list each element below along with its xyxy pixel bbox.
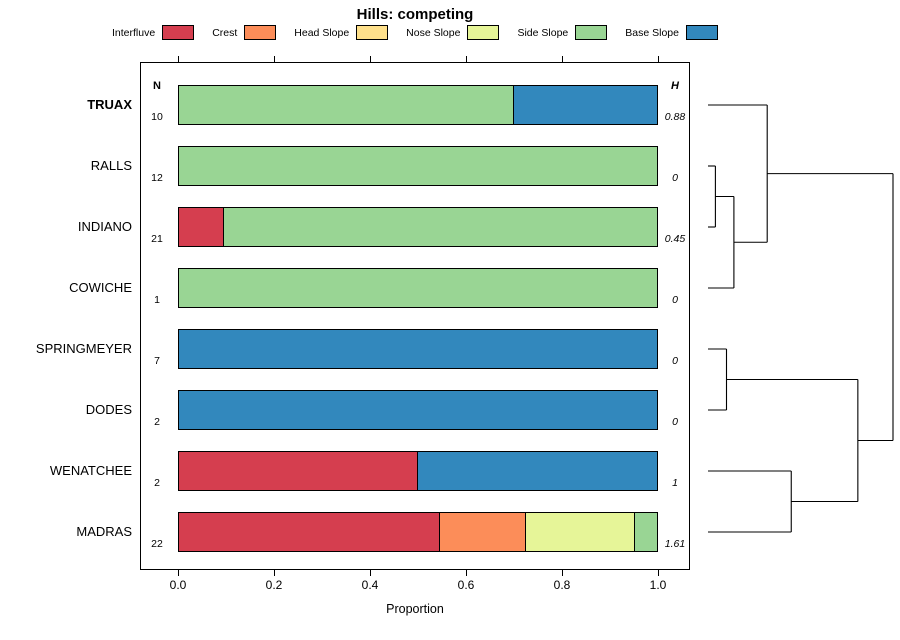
n-value: 12 <box>151 172 163 184</box>
h-value: 1.61 <box>664 538 686 550</box>
n-value: 22 <box>151 538 163 550</box>
row-label-truax: TRUAX <box>87 97 132 112</box>
legend-swatch-base-slope <box>685 25 718 40</box>
x-tick-label: 1.0 <box>649 578 667 592</box>
x-tick-label: 0.8 <box>553 578 571 592</box>
row-label-indiano: INDIANO <box>77 219 132 234</box>
bar-segment-base-slope <box>179 391 657 429</box>
bar-cowiche <box>178 268 658 308</box>
h-value: 0.88 <box>664 111 686 123</box>
n-column-header: N <box>153 80 161 92</box>
bar-segment-interfluve <box>179 208 225 246</box>
bar-wenatchee <box>178 451 658 491</box>
legend-item-head-slope: Head Slope <box>294 25 389 40</box>
x-tick-bottom <box>178 570 179 576</box>
plot-border <box>140 62 690 570</box>
x-tick-top <box>274 56 275 62</box>
bar-truax <box>178 85 658 125</box>
bar-segment-side-slope <box>179 147 657 185</box>
chart-title: Hills: competing <box>356 6 474 23</box>
bar-madras <box>178 512 658 552</box>
legend-swatch-crest <box>244 25 277 40</box>
bar-segment-base-slope <box>179 330 657 368</box>
n-value: 2 <box>154 416 160 428</box>
row-label-springmeyer: SPRINGMEYER <box>35 341 132 356</box>
x-tick-label: 0.2 <box>265 578 283 592</box>
legend-item-crest: Crest <box>212 25 277 40</box>
x-tick-bottom <box>370 570 371 576</box>
dendrogram <box>708 104 894 533</box>
n-value: 21 <box>151 233 163 245</box>
legend-item-side-slope: Side Slope <box>517 25 608 40</box>
x-tick-bottom <box>274 570 275 576</box>
bar-segment-interfluve <box>179 513 440 551</box>
bar-segment-side-slope <box>179 269 657 307</box>
x-tick-bottom <box>562 570 563 576</box>
row-label-dodes: DODES <box>85 402 132 417</box>
n-value: 2 <box>154 477 160 489</box>
legend-swatch-side-slope <box>575 25 608 40</box>
x-tick-label: 0.6 <box>457 578 475 592</box>
row-label-ralls: RALLS <box>90 158 132 173</box>
bar-ralls <box>178 146 658 186</box>
h-value: 0.45 <box>664 233 686 245</box>
row-label-madras: MADRAS <box>76 524 132 539</box>
x-tick-top <box>370 56 371 62</box>
row-label-wenatchee: WENATCHEE <box>49 463 132 478</box>
row-label-cowiche: COWICHE <box>69 280 132 295</box>
legend-label: Crest <box>212 26 238 39</box>
n-value: 7 <box>154 355 160 367</box>
legend-label: Side Slope <box>517 26 569 39</box>
legend-label: Interfluve <box>112 26 156 39</box>
bar-segment-crest <box>439 513 527 551</box>
legend: Interfluve Crest Head Slope Nose Slope Side … <box>0 25 830 40</box>
legend-swatch-head-slope <box>356 25 389 40</box>
bar-segment-base-slope <box>513 86 657 124</box>
bar-segment-side-slope <box>224 208 657 246</box>
bar-indiano <box>178 207 658 247</box>
x-tick-top <box>562 56 563 62</box>
n-value: 10 <box>151 111 163 123</box>
h-value: 1 <box>672 477 678 489</box>
bar-segment-nose-slope <box>526 513 635 551</box>
legend-label: Head Slope <box>294 26 350 39</box>
x-tick-label: 0.0 <box>169 578 187 592</box>
bar-segment-side-slope <box>179 86 514 124</box>
h-value: 0 <box>672 416 678 428</box>
bar-segment-interfluve <box>179 452 418 490</box>
legend-item-interfluve: Interfluve <box>112 25 195 40</box>
legend-swatch-nose-slope <box>467 25 500 40</box>
x-tick-label: 0.4 <box>361 578 379 592</box>
bar-segment-side-slope <box>634 513 657 551</box>
x-tick-top <box>178 56 179 62</box>
bar-dodes <box>178 390 658 430</box>
legend-item-base-slope: Base Slope <box>625 25 718 40</box>
legend-item-nose-slope: Nose Slope <box>406 25 500 40</box>
x-tick-top <box>466 56 467 62</box>
h-value: 0 <box>672 294 678 306</box>
x-tick-bottom <box>466 570 467 576</box>
h-column-header: H <box>671 80 679 92</box>
x-axis-label: Proportion <box>386 602 444 616</box>
bar-springmeyer <box>178 329 658 369</box>
x-tick-bottom <box>658 570 659 576</box>
h-value: 0 <box>672 355 678 367</box>
legend-label: Nose Slope <box>406 26 461 39</box>
x-tick-top <box>658 56 659 62</box>
legend-swatch-interfluve <box>162 25 195 40</box>
legend-label: Base Slope <box>625 26 679 39</box>
n-value: 1 <box>154 294 160 306</box>
h-value: 0 <box>672 172 678 184</box>
bar-segment-base-slope <box>418 452 657 490</box>
